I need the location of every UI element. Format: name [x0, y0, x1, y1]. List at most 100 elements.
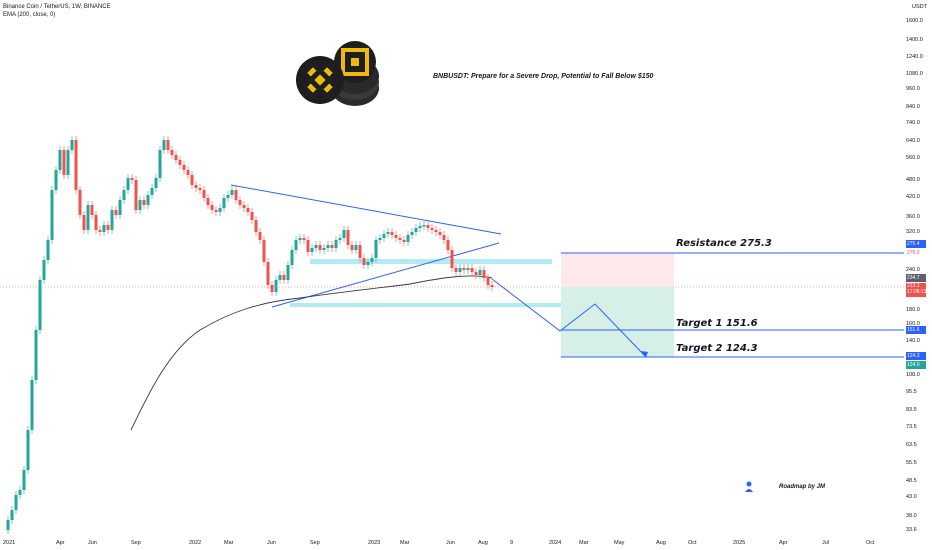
x-tick-label: 2025 — [733, 540, 746, 546]
indicator-line[interactable]: EMA (200, close, 0) — [3, 12, 56, 18]
candle-body — [34, 330, 38, 380]
candle-body — [66, 150, 70, 175]
candle-body — [22, 470, 26, 490]
candle-body — [218, 208, 222, 212]
candle-body — [206, 198, 210, 205]
candle-body — [210, 205, 214, 210]
candle-body — [374, 240, 378, 258]
candle-body — [186, 170, 190, 175]
candle-body — [10, 510, 14, 520]
candle-body — [38, 280, 42, 330]
y-tick-label: 840.0 — [906, 104, 920, 110]
candle-body — [26, 430, 30, 470]
candle-body — [94, 215, 98, 230]
chart-canvas[interactable] — [0, 0, 904, 550]
candle-body — [358, 245, 362, 258]
candle-body — [350, 245, 354, 250]
target1-price-tag: 151.6 — [906, 326, 926, 334]
candle-body — [250, 212, 254, 220]
candle-body — [238, 200, 242, 205]
candle-body — [82, 215, 86, 230]
candle-body — [478, 270, 482, 275]
candle-body — [426, 225, 430, 228]
x-tick-label: 9 — [510, 540, 514, 546]
resistance-label: Resistance 275.3 — [676, 238, 772, 249]
target2-price-tag: 124.3 — [906, 352, 926, 360]
candle-body — [362, 258, 366, 265]
candle-body — [170, 150, 174, 155]
candle-body — [138, 200, 142, 210]
x-tick-label: 2022 — [189, 540, 202, 546]
candle-body — [278, 275, 282, 280]
y-tick-label: 420.0 — [906, 194, 920, 200]
symbol-line[interactable]: Binance Coin / TetherUS, 1W, BINANCE — [3, 4, 111, 10]
candle-body — [314, 245, 318, 248]
candle-body — [318, 245, 322, 250]
candle-body — [98, 230, 102, 232]
candle-body — [410, 232, 414, 235]
x-tick-label: 2023 — [368, 540, 381, 546]
target2-label: Target 2 124.3 — [676, 343, 758, 354]
candle-body — [414, 228, 418, 232]
stop-loss-zone — [561, 253, 674, 287]
x-tick-label: Sep — [310, 540, 320, 546]
candle-body — [86, 205, 90, 230]
x-tick-label: Oct — [688, 540, 697, 546]
candle-body — [30, 380, 34, 430]
y-tick-label: 960.0 — [906, 86, 920, 92]
candle-body — [254, 220, 258, 232]
y-tick-label: 43.0 — [906, 494, 917, 500]
candle-body — [290, 250, 294, 265]
x-tick-label: Aug — [478, 540, 488, 546]
candle-body — [154, 178, 158, 188]
x-tick-label: Mar — [400, 540, 410, 546]
x-tick-label: Sep — [131, 540, 141, 546]
candle-body — [470, 268, 474, 272]
candle-body — [226, 195, 230, 198]
candle-body — [242, 205, 246, 208]
candle-body — [282, 275, 286, 280]
y-axis-unit: USDT — [912, 4, 927, 10]
take-profit-zone — [561, 287, 674, 357]
candle-body — [14, 495, 18, 510]
y-tick-label: 55.5 — [906, 460, 917, 466]
x-tick-label: Jun — [267, 540, 276, 546]
ema-line — [130, 275, 493, 431]
y-tick-label: 740.0 — [906, 120, 920, 126]
target1-label: Target 1 151.6 — [676, 318, 758, 329]
x-tick-label: 2021 — [3, 540, 16, 546]
candle-body — [394, 235, 398, 238]
candle-body — [342, 230, 346, 238]
candle-body — [322, 248, 326, 250]
candle-body — [334, 240, 338, 248]
candle-body — [466, 268, 470, 270]
y-tick-label: 140.0 — [906, 338, 920, 344]
candle-body — [482, 270, 486, 278]
idea-title: BNBUSDT: Prepare for a Severe Drop, Pote… — [433, 73, 654, 80]
x-tick-label: Mar — [579, 540, 589, 546]
user-icon — [745, 481, 753, 492]
chart-header: Binance Coin / TetherUS, 1W, BINANCE EMA… — [3, 3, 111, 19]
y-tick-label: 320.0 — [906, 229, 920, 235]
candle-body — [326, 245, 330, 248]
ema-price-tag: 234.7 — [906, 274, 926, 282]
candle-body — [434, 230, 438, 232]
y-tick-label: 180.0 — [906, 307, 920, 313]
candle-body — [234, 190, 238, 200]
candle-body — [194, 185, 198, 188]
y-tick-label: 73.5 — [906, 424, 917, 430]
candle-body — [274, 280, 278, 292]
x-tick-label: 2024 — [549, 540, 562, 546]
y-tick-label: 360.0 — [906, 214, 920, 220]
y-tick-label: 108.0 — [906, 372, 920, 378]
candle-body — [58, 150, 62, 170]
x-tick-label: Jun — [88, 540, 97, 546]
candle-body — [110, 210, 114, 230]
candle-countdown: 17:06:13 — [907, 289, 927, 295]
candle-body — [330, 245, 334, 248]
candle-body — [270, 285, 274, 292]
candle-body — [402, 240, 406, 242]
candle-body — [118, 200, 122, 215]
candle-body — [286, 265, 290, 280]
candle-body — [46, 240, 50, 260]
